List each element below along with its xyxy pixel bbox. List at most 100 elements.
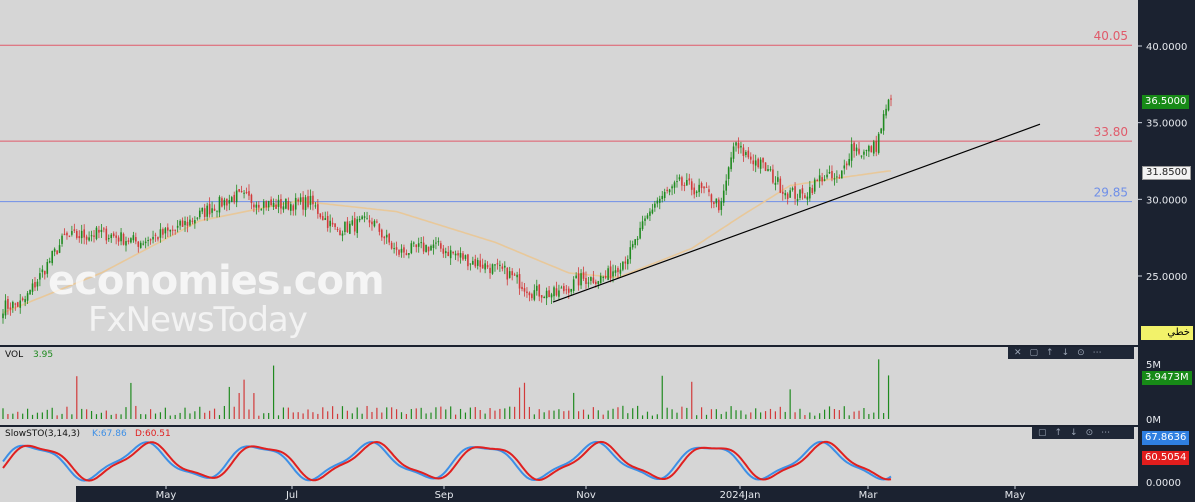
candle-body xyxy=(267,200,270,208)
candle-body xyxy=(444,251,447,254)
candle-body xyxy=(410,243,413,254)
candle-body xyxy=(152,236,154,240)
candle-body xyxy=(105,228,108,241)
candle-body xyxy=(885,108,887,116)
candle-body xyxy=(663,191,666,199)
candle-body xyxy=(78,236,81,239)
candle-body xyxy=(349,223,351,234)
candle-body xyxy=(454,253,457,256)
time-tick-label: Sep xyxy=(435,490,454,501)
candle-body xyxy=(804,195,806,199)
candle-body xyxy=(747,150,750,158)
candle-body xyxy=(545,290,548,299)
candle-body xyxy=(442,248,445,254)
candle-body xyxy=(2,313,4,319)
candle-body xyxy=(405,253,408,256)
candle-body xyxy=(265,201,268,208)
candle-body xyxy=(523,288,526,292)
candle-body xyxy=(63,233,66,236)
volume-current-tag: 3.9473M xyxy=(1142,371,1192,385)
candle-body xyxy=(383,236,386,239)
candle-body xyxy=(125,241,127,246)
candle-body xyxy=(673,182,676,188)
chart-type-badge[interactable]: خطي xyxy=(1141,326,1193,340)
candle-body xyxy=(853,142,855,151)
candle-body xyxy=(58,245,61,253)
candle-body xyxy=(526,291,528,294)
candle-body xyxy=(287,201,290,210)
candle-body xyxy=(686,179,688,186)
candle-body xyxy=(203,208,206,217)
level-label: 29.85 xyxy=(1094,186,1128,200)
candle-body xyxy=(634,239,636,245)
candle-body xyxy=(275,204,277,209)
candle-body xyxy=(774,182,777,185)
candle-body xyxy=(791,188,794,190)
candle-body xyxy=(29,289,31,295)
candle-body xyxy=(484,263,486,270)
candle-body xyxy=(609,266,612,279)
candle-body xyxy=(218,196,221,213)
candle-body xyxy=(53,248,56,252)
candle-body xyxy=(14,303,17,305)
candle-body xyxy=(314,205,317,207)
candle-body xyxy=(777,177,779,182)
candle-body xyxy=(376,221,378,223)
stoch-pane-controls[interactable]: ▢↑↓⊙⋯ xyxy=(1032,427,1134,439)
candle-body xyxy=(875,140,878,152)
candle-body xyxy=(688,178,691,181)
candle-body xyxy=(98,229,100,233)
candle-body xyxy=(555,288,558,296)
candle-body xyxy=(351,220,354,225)
candle-body xyxy=(806,196,809,200)
candle-body xyxy=(831,170,833,179)
stoch-d-value-tag: 60.5054 xyxy=(1142,451,1190,465)
candle-body xyxy=(607,268,609,280)
candle-body xyxy=(196,217,199,219)
candle-body xyxy=(767,169,769,172)
candle-body xyxy=(432,244,435,248)
candle-body xyxy=(48,261,51,263)
candle-body xyxy=(117,237,120,242)
candle-body xyxy=(651,209,654,214)
candle-body xyxy=(363,216,366,218)
candle-body xyxy=(499,264,501,266)
candle-body xyxy=(285,199,287,209)
volume-pane-controls[interactable]: ✕▢↑↓⊙⋯ xyxy=(1008,347,1134,359)
candle-body xyxy=(280,199,282,209)
candle-body xyxy=(248,191,250,196)
candle-body xyxy=(103,228,105,230)
candle-body xyxy=(417,243,420,247)
candle-body xyxy=(137,241,140,247)
candle-body xyxy=(799,189,801,198)
candle-body xyxy=(272,202,275,207)
candle-body xyxy=(201,207,204,212)
candle-body xyxy=(179,220,181,226)
candle-body xyxy=(34,282,36,288)
candle-body xyxy=(80,230,83,239)
trend-line xyxy=(552,123,1041,303)
candle-body xyxy=(796,198,799,201)
candle-body xyxy=(558,290,560,297)
candle-body xyxy=(157,237,159,240)
candle-body xyxy=(818,175,821,182)
candle-body xyxy=(762,157,764,163)
candle-body xyxy=(781,191,784,194)
candle-body xyxy=(626,259,629,265)
candle-body xyxy=(90,235,93,237)
candle-body xyxy=(592,277,595,283)
candle-body xyxy=(587,282,590,284)
candle-body xyxy=(535,285,538,291)
volume-tick-label: 0M xyxy=(1146,415,1161,426)
candle-body xyxy=(7,298,9,309)
time-tick-label: Mar xyxy=(859,490,879,501)
candle-body xyxy=(167,227,169,231)
candle-body xyxy=(811,187,814,193)
time-axis-gap xyxy=(0,486,76,502)
candle-body xyxy=(656,200,659,204)
candle-body xyxy=(836,176,838,178)
candle-body xyxy=(56,250,58,255)
candle-body xyxy=(725,180,727,191)
candle-body xyxy=(794,186,796,199)
